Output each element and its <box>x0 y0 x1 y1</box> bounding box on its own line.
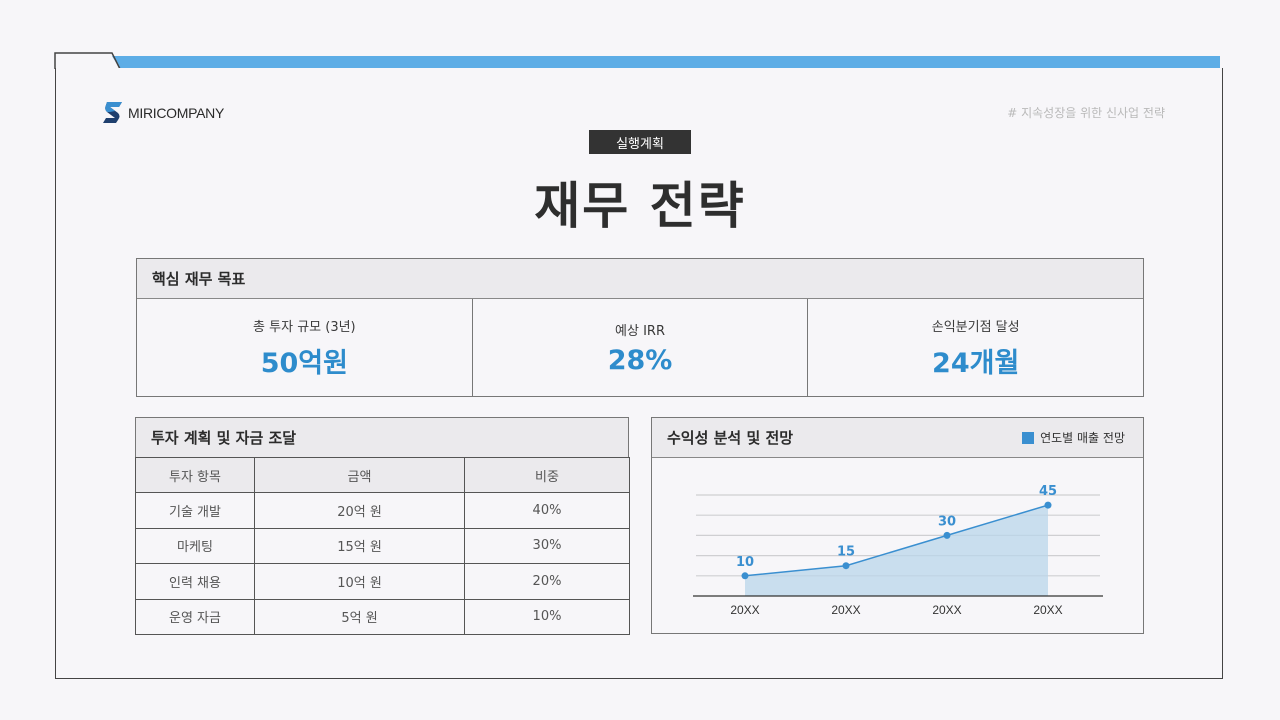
column-header: 투자 항목 <box>135 456 255 494</box>
svg-text:10: 10 <box>736 555 754 570</box>
column-header: 비중 <box>464 456 630 494</box>
chart-card: 수익성 분석 및 전망 연도별 매출 전망 10 20XX 15 20XX 30 20XX… <box>651 417 1144 634</box>
brand-logo: MIRICOMPANY <box>103 102 224 123</box>
svg-text:20XX: 20XX <box>1033 603 1062 617</box>
table-header-row: 투자 항목 금액 비중 <box>135 456 630 494</box>
table-cell: 15억 원 <box>254 527 465 565</box>
tagline: # 지속성장을 위한 신사업 전략 <box>1007 106 1165 120</box>
table-cell: 10% <box>464 598 630 635</box>
investment-table: 투자 항목 금액 비중 기술 개발 20억 원 40% 마케팅 15억 원 30… <box>135 456 630 635</box>
svg-text:20XX: 20XX <box>831 603 860 617</box>
kpi-breakeven: 손익분기점 달성 24개월 <box>808 299 1143 397</box>
legend-swatch-icon <box>1022 431 1035 444</box>
kpi-irr: 예상 IRR 28% <box>473 299 809 397</box>
table-cell: 10억 원 <box>254 563 465 600</box>
table-row: 인력 채용 10억 원 20% <box>135 563 630 600</box>
investment-card: 투자 계획 및 자금 조달 <box>135 417 629 458</box>
chart-card-header: 수익성 분석 및 전망 연도별 매출 전망 <box>652 418 1143 458</box>
table-row: 마케팅 15억 원 30% <box>135 527 630 565</box>
revenue-area-chart: 10 20XX 15 20XX 30 20XX 45 20XX <box>693 484 1103 617</box>
kpi-label: 예상 IRR <box>615 324 665 339</box>
table-cell: 30% <box>464 527 630 565</box>
chart-legend: 연도별 매출 전망 <box>1022 429 1125 446</box>
kpi-value: 50억원 <box>260 348 348 379</box>
table-cell: 40% <box>464 492 630 529</box>
investment-card-title: 투자 계획 및 자금 조달 <box>136 418 628 457</box>
table-cell: 20% <box>464 563 630 600</box>
kpi-value: 28% <box>607 345 673 376</box>
table-cell: 5억 원 <box>254 598 465 635</box>
table-row: 기술 개발 20억 원 40% <box>135 492 630 529</box>
kpi-label: 총 투자 규모 (3년) <box>253 320 356 335</box>
kpi-total-investment: 총 투자 규모 (3년) 50억원 <box>137 299 473 397</box>
svg-text:30: 30 <box>938 514 956 529</box>
svg-text:45: 45 <box>1039 484 1057 499</box>
table-cell: 인력 채용 <box>135 563 255 600</box>
section-badge: 실행계획 <box>589 130 691 154</box>
kpi-value: 24개월 <box>932 348 1020 379</box>
chart-card-title: 수익성 분석 및 전망 <box>667 429 794 447</box>
kpi-label: 손익분기점 달성 <box>931 320 1020 335</box>
logo-s-icon <box>103 102 122 123</box>
svg-text:20XX: 20XX <box>932 603 961 617</box>
column-header: 금액 <box>254 456 465 494</box>
table-cell: 20억 원 <box>254 492 465 529</box>
kpi-card: 핵심 재무 목표 총 투자 규모 (3년) 50억원 예상 IRR 28% 손익… <box>136 258 1144 397</box>
table-cell: 마케팅 <box>135 527 255 565</box>
svg-text:20XX: 20XX <box>730 603 759 617</box>
brand-name: MIRICOMPANY <box>128 104 224 121</box>
legend-label: 연도별 매출 전망 <box>1040 431 1125 445</box>
table-row: 운영 자금 5억 원 10% <box>135 598 630 635</box>
table-cell: 기술 개발 <box>135 492 255 529</box>
svg-text:15: 15 <box>837 545 855 560</box>
page-title: 재무 전략 <box>534 177 746 235</box>
table-cell: 운영 자금 <box>135 598 255 635</box>
kpi-card-title: 핵심 재무 목표 <box>137 259 1143 299</box>
